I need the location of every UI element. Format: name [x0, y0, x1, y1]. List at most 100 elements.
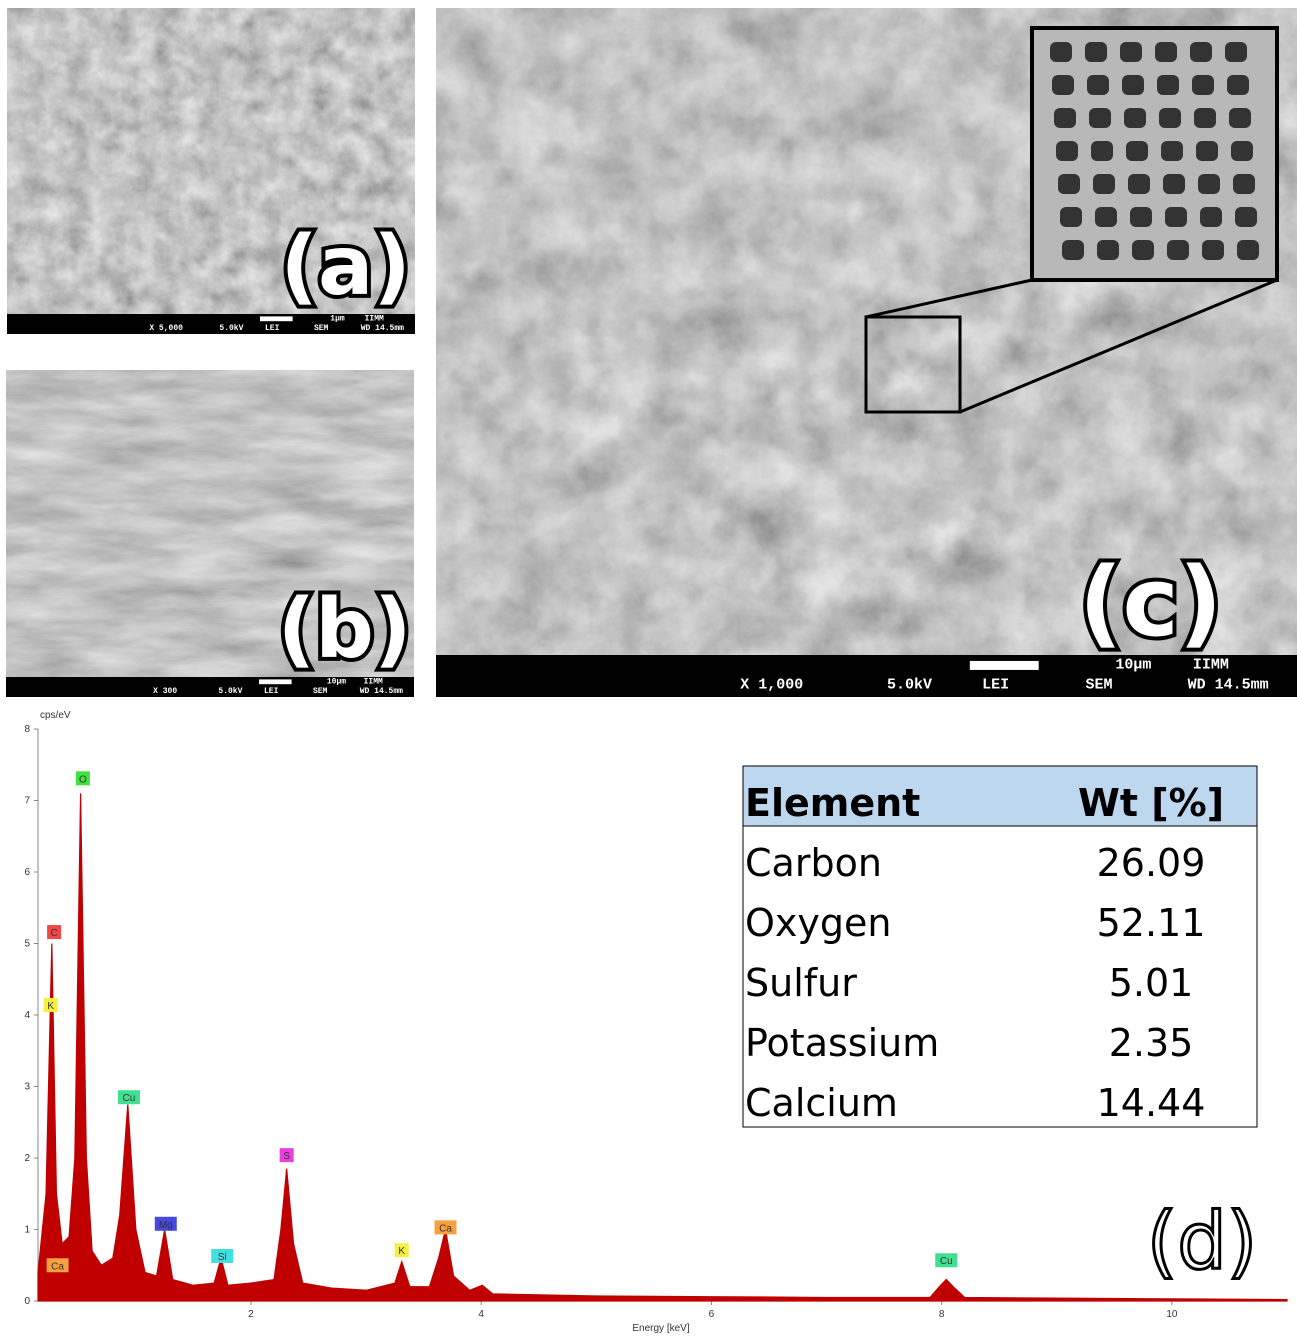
pore — [1060, 207, 1082, 227]
x-tick-label: 10 — [1166, 1309, 1178, 1320]
detector-text: LEI — [264, 687, 279, 696]
peak-label: Si — [218, 1252, 227, 1263]
pore — [1050, 42, 1072, 62]
lab-text: IIMM — [365, 314, 384, 323]
header-cell: Element — [745, 781, 920, 825]
lab-text: IIMM — [364, 677, 383, 686]
magnification-text: X 1,000 — [740, 677, 803, 694]
pore — [1062, 240, 1084, 260]
pore — [1052, 75, 1074, 95]
peak-label: K — [398, 1246, 405, 1257]
x-tick-label: 6 — [709, 1309, 715, 1320]
peak-label: O — [79, 774, 87, 785]
wd-text: WD 14.5mm — [1188, 677, 1269, 694]
peak-label: Mg — [159, 1220, 173, 1231]
element-cell: Calcium — [745, 1081, 898, 1125]
pore — [1093, 174, 1115, 194]
y-tick-label: 6 — [24, 867, 30, 878]
magnification-text: X 300 — [153, 687, 177, 696]
y-tick-label: 5 — [24, 939, 30, 950]
scale-text: 1µm — [330, 314, 345, 323]
pore — [1128, 174, 1150, 194]
pore — [1120, 42, 1142, 62]
pore — [1233, 174, 1255, 194]
element-cell: Sulfur — [745, 961, 857, 1005]
peak-label: Ca — [51, 1261, 64, 1272]
magnification-text: X 5,000 — [149, 324, 183, 333]
pore — [1155, 42, 1177, 62]
x-tick-label: 2 — [248, 1309, 254, 1320]
panel-label: (c) — [1079, 548, 1222, 658]
peak-label: S — [283, 1151, 290, 1162]
x-tick-label: 4 — [478, 1309, 484, 1320]
mode-text: SEM — [1085, 677, 1112, 694]
voltage-text: 5.0kV — [219, 324, 243, 333]
pore — [1200, 207, 1222, 227]
pore — [1130, 207, 1152, 227]
pore — [1087, 75, 1109, 95]
element-cell: Oxygen — [745, 901, 891, 945]
pore — [1227, 75, 1249, 95]
pore — [1056, 141, 1078, 161]
value-cell: 5.01 — [1109, 961, 1194, 1005]
y-tick-label: 1 — [24, 1225, 30, 1236]
info-bar — [436, 655, 1297, 697]
element-cell: Carbon — [745, 841, 882, 885]
y-tick-label: 7 — [24, 796, 30, 807]
element-cell: Potassium — [745, 1021, 939, 1065]
x-axis-label: Energy [keV] — [632, 1323, 689, 1334]
value-cell: 52.11 — [1097, 901, 1206, 945]
sem-panels: 1µm IIMM X 5,000 5.0kV LEI SEM WD 14.5mm (a) 10µ… — [6, 8, 1297, 697]
peak-label: K — [47, 1001, 54, 1012]
pore — [1163, 174, 1185, 194]
pore — [1167, 240, 1189, 260]
scale-text: 10µm — [327, 677, 346, 686]
pore — [1196, 141, 1218, 161]
voltage-text: 5.0kV — [887, 677, 932, 694]
y-tick-label: 3 — [24, 1082, 30, 1093]
y-tick-label: 0 — [24, 1296, 30, 1307]
wd-text: WD 14.5mm — [360, 687, 403, 696]
header-cell: Wt [%] — [1078, 781, 1224, 825]
panel-label: (a) — [280, 219, 410, 314]
pore — [1235, 207, 1257, 227]
pore — [1159, 108, 1181, 128]
value-cell: 14.44 — [1097, 1081, 1206, 1125]
scale-bar — [970, 661, 1039, 670]
y-axis-label: cps/eV — [40, 710, 71, 721]
pore — [1091, 141, 1113, 161]
pore — [1124, 108, 1146, 128]
pore — [1058, 174, 1080, 194]
panel-label: (d) — [1147, 1197, 1257, 1287]
pore — [1095, 207, 1117, 227]
pore — [1198, 174, 1220, 194]
pore — [1165, 207, 1187, 227]
info-bar — [6, 677, 414, 697]
pore — [1157, 75, 1179, 95]
y-tick-label: 8 — [24, 724, 30, 735]
y-tick-label: 4 — [24, 1010, 30, 1021]
value-cell: 2.35 — [1109, 1021, 1194, 1065]
wd-text: WD 14.5mm — [361, 324, 404, 333]
pore — [1192, 75, 1214, 95]
x-tick-label: 8 — [939, 1309, 945, 1320]
pore — [1161, 141, 1183, 161]
pore — [1190, 42, 1212, 62]
peak-label: Cu — [123, 1093, 136, 1104]
pore — [1089, 108, 1111, 128]
pore — [1122, 75, 1144, 95]
pore — [1132, 240, 1154, 260]
figure: 1µm IIMM X 5,000 5.0kV LEI SEM WD 14.5mm (a) 10µ… — [0, 0, 1297, 1337]
scale-bar — [259, 679, 292, 684]
value-cell: 26.09 — [1097, 841, 1206, 885]
pore — [1229, 108, 1251, 128]
scale-text: 10µm — [1115, 656, 1151, 673]
pore — [1202, 240, 1224, 260]
detector-text: LEI — [265, 324, 280, 333]
lab-text: IIMM — [1193, 656, 1229, 673]
mode-text: SEM — [314, 324, 329, 333]
pore — [1231, 141, 1253, 161]
mode-text: SEM — [313, 687, 328, 696]
pore — [1237, 240, 1259, 260]
detector-text: LEI — [982, 677, 1009, 694]
